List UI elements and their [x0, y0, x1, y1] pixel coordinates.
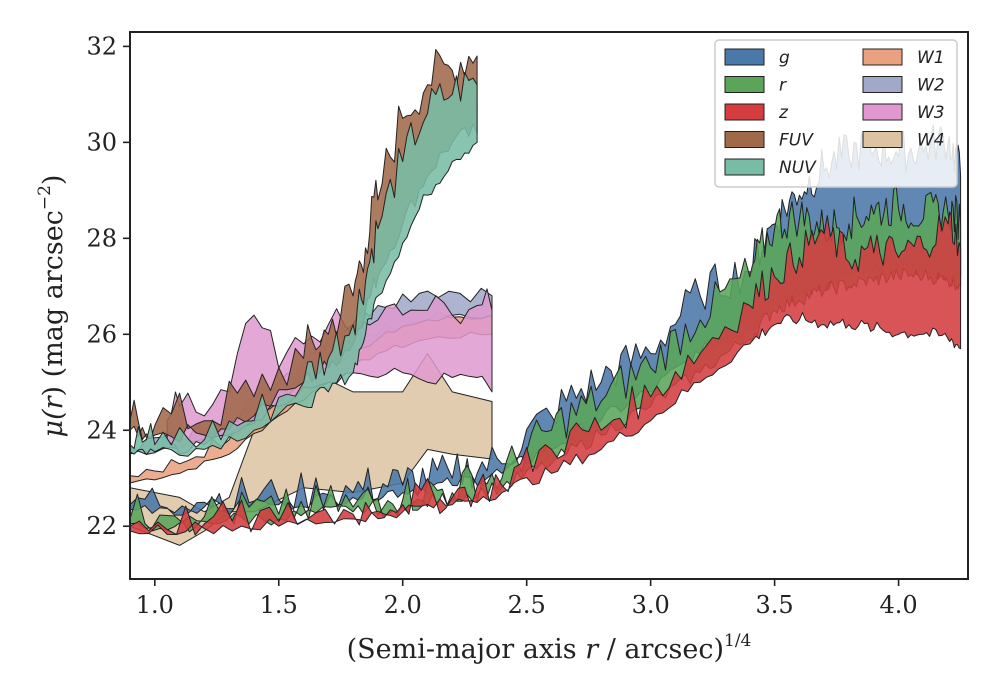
legend-swatch-w1 [862, 48, 903, 66]
legend-swatch-z [724, 103, 765, 121]
x-axis-label-sup: 1/4 [724, 631, 751, 651]
legend-label-w3: W3 [917, 103, 945, 123]
legend-swatch-fuv [724, 131, 765, 148]
legend: grz FUV NUV W1 W2 W3 W4 [714, 39, 958, 188]
x-axis-label-suffix: / arcsec) [598, 634, 724, 665]
plot-frame [129, 31, 969, 580]
legend-label-nuv: NUV [779, 158, 817, 178]
y-axis-label-close: ) [38, 175, 69, 186]
y-axis-label-var: r [38, 394, 69, 409]
y-tick-label: 22 [86, 512, 117, 540]
legend-label-fuv: FUV [779, 131, 814, 151]
legend-label-w1: W1 [917, 48, 945, 68]
legend-swatch-g [724, 48, 765, 66]
series-band-nuv [130, 72, 478, 457]
y-axis-label: μ(r) (mag arcsec−2) [35, 175, 69, 438]
y-tick-label: 26 [86, 320, 117, 348]
y-tick-label: 28 [86, 224, 117, 252]
y-axis: 22 24 26 28 30 32 [86, 32, 130, 540]
legend-label-w4: W4 [917, 131, 945, 151]
legend-swatch-w3 [862, 103, 903, 121]
y-axis-label-suffix: ) (mag arcsec [38, 210, 69, 396]
legend-label-w2: W2 [917, 76, 945, 96]
legend-swatch-nuv [724, 158, 765, 176]
legend-swatch-r [724, 76, 765, 93]
x-axis: 1.0 1.5 2.0 2.5 3.0 3.5 4.0 [136, 579, 918, 619]
legend-label-z: z [778, 103, 789, 123]
x-axis-label: (Semi-major axis r / arcsec)1/4 [347, 631, 752, 665]
y-axis-label-prefix: μ( [38, 408, 69, 438]
x-axis-label-prefix: (Semi-major axis [347, 634, 586, 665]
y-tick-label: 24 [86, 416, 117, 444]
x-tick-label: 2.5 [508, 591, 546, 619]
x-tick-label: 1.5 [260, 591, 298, 619]
x-tick-label: 4.0 [879, 591, 917, 619]
x-tick-label: 2.0 [384, 591, 422, 619]
y-tick-label: 32 [86, 32, 117, 60]
y-axis-label-sup: −2 [35, 185, 55, 210]
legend-swatch-w2 [862, 76, 903, 93]
legend-swatch-w4 [862, 131, 903, 148]
x-tick-label: 3.0 [632, 591, 670, 619]
x-tick-label: 1.0 [136, 591, 174, 619]
legend-label-r: r [779, 76, 787, 96]
series-band-z [130, 211, 962, 536]
x-tick-label: 3.5 [756, 591, 794, 619]
y-tick-label: 30 [86, 128, 117, 156]
legend-label-g: g [779, 48, 790, 68]
x-axis-label-var: r [585, 634, 600, 665]
